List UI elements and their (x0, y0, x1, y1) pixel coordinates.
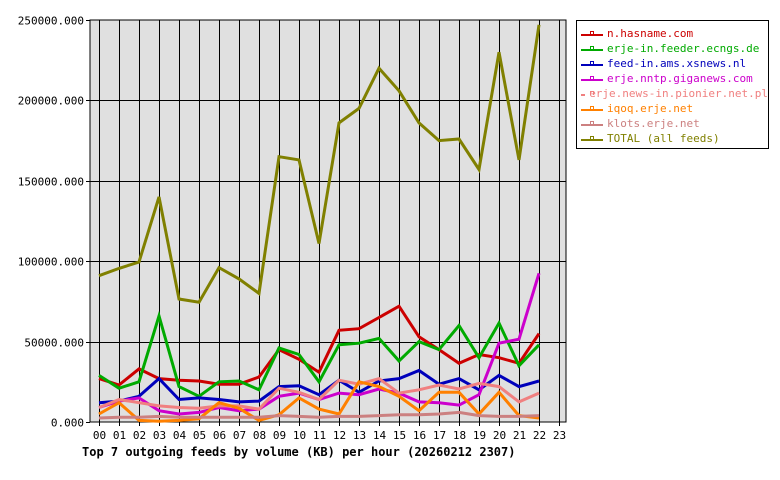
y-tick-label: 0.000 (51, 417, 84, 430)
x-tick-label: 13 (353, 429, 366, 442)
y-tick-label: 150000.000 (18, 176, 84, 189)
legend-item: erje.nntp.giganews.com (577, 71, 768, 86)
legend-label: erje-in.feeder.ecngs.de (607, 42, 760, 55)
legend-line-marker-icon (581, 75, 603, 83)
chart-title: Top 7 outgoing feeds by volume (KB) per … (82, 445, 515, 459)
legend-line-marker-icon (581, 120, 603, 128)
legend-item: erje-in.feeder.ecngs.de (577, 41, 768, 56)
x-tick-label: 12 (333, 429, 346, 442)
legend-line-marker-icon (581, 60, 603, 68)
x-tick-label: 22 (533, 429, 546, 442)
legend-item: feed-in.ams.xsnews.nl (577, 56, 768, 71)
legend-item: TOTAL (all feeds) (577, 131, 768, 146)
series-line-0 (98, 304, 541, 387)
x-tick-label: 20 (493, 429, 506, 442)
x-tick-label: 08 (253, 429, 266, 442)
x-tick-label: 04 (173, 429, 187, 442)
x-tick-label: 06 (213, 429, 226, 442)
y-tick-label: 100000.000 (18, 256, 84, 269)
legend-label: feed-in.ams.xsnews.nl (607, 57, 747, 70)
series-line-6 (98, 410, 540, 420)
x-tick-label: 09 (273, 429, 286, 442)
series-line-1 (98, 310, 541, 399)
legend-label: erje.news-in.pionier.net.pl (589, 87, 768, 100)
x-tick-label: 21 (513, 429, 526, 442)
legend: n.hasname.com erje-in.feeder.ecngs.de feed… (576, 20, 769, 149)
y-tick-label: 50000.000 (24, 337, 84, 350)
x-tick-label: 15 (393, 429, 406, 442)
series-line-5 (98, 380, 540, 423)
legend-item: klots.erje.net (577, 116, 768, 131)
x-tick-label: 02 (133, 429, 146, 442)
legend-label: n.hasname.com (607, 27, 694, 40)
x-tick-label: 03 (153, 429, 166, 442)
x-tick-label: 05 (193, 429, 206, 442)
x-tick-label: 18 (453, 429, 466, 442)
legend-item: n.hasname.com (577, 26, 768, 41)
x-tick-label: 14 (373, 429, 387, 442)
y-axis: 0.000 50000.000 100000.000 150000.000 200000… (18, 15, 90, 430)
legend-item: iqoq.erje.net (577, 101, 768, 116)
legend-label: TOTAL (all feeds) (607, 132, 720, 145)
series-lines (98, 24, 541, 423)
x-axis: 00 01 02 03 04 05 06 07 08 09 10 11 12 13 14 15 16 17 18 19… (93, 422, 566, 442)
series-line-4 (98, 376, 540, 411)
x-tick-label: 00 (93, 429, 106, 442)
legend-label: erje.nntp.giganews.com (607, 72, 753, 85)
legend-label: iqoq.erje.net (607, 102, 694, 115)
x-tick-label: 11 (313, 429, 326, 442)
series-line-7 (98, 24, 541, 304)
legend-label: klots.erje.net (607, 117, 700, 130)
y-tick-label: 200000.000 (18, 95, 84, 108)
legend-line-marker-icon (581, 135, 603, 143)
legend-line-marker-icon (581, 90, 595, 98)
x-tick-label: 10 (293, 429, 306, 442)
x-tick-label: 07 (233, 429, 246, 442)
x-tick-label: 16 (413, 429, 426, 442)
y-tick-label: 250000.000 (18, 15, 84, 28)
legend-line-marker-icon (581, 105, 603, 113)
legend-line-marker-icon (581, 30, 603, 38)
legend-item: erje.news-in.pionier.net.pl (577, 86, 768, 101)
x-tick-label: 01 (113, 429, 126, 442)
series-line-2 (98, 368, 540, 405)
legend-line-marker-icon (581, 45, 603, 53)
x-tick-label: 19 (473, 429, 486, 442)
x-tick-label: 17 (433, 429, 446, 442)
x-tick-label: 23 (553, 429, 566, 442)
